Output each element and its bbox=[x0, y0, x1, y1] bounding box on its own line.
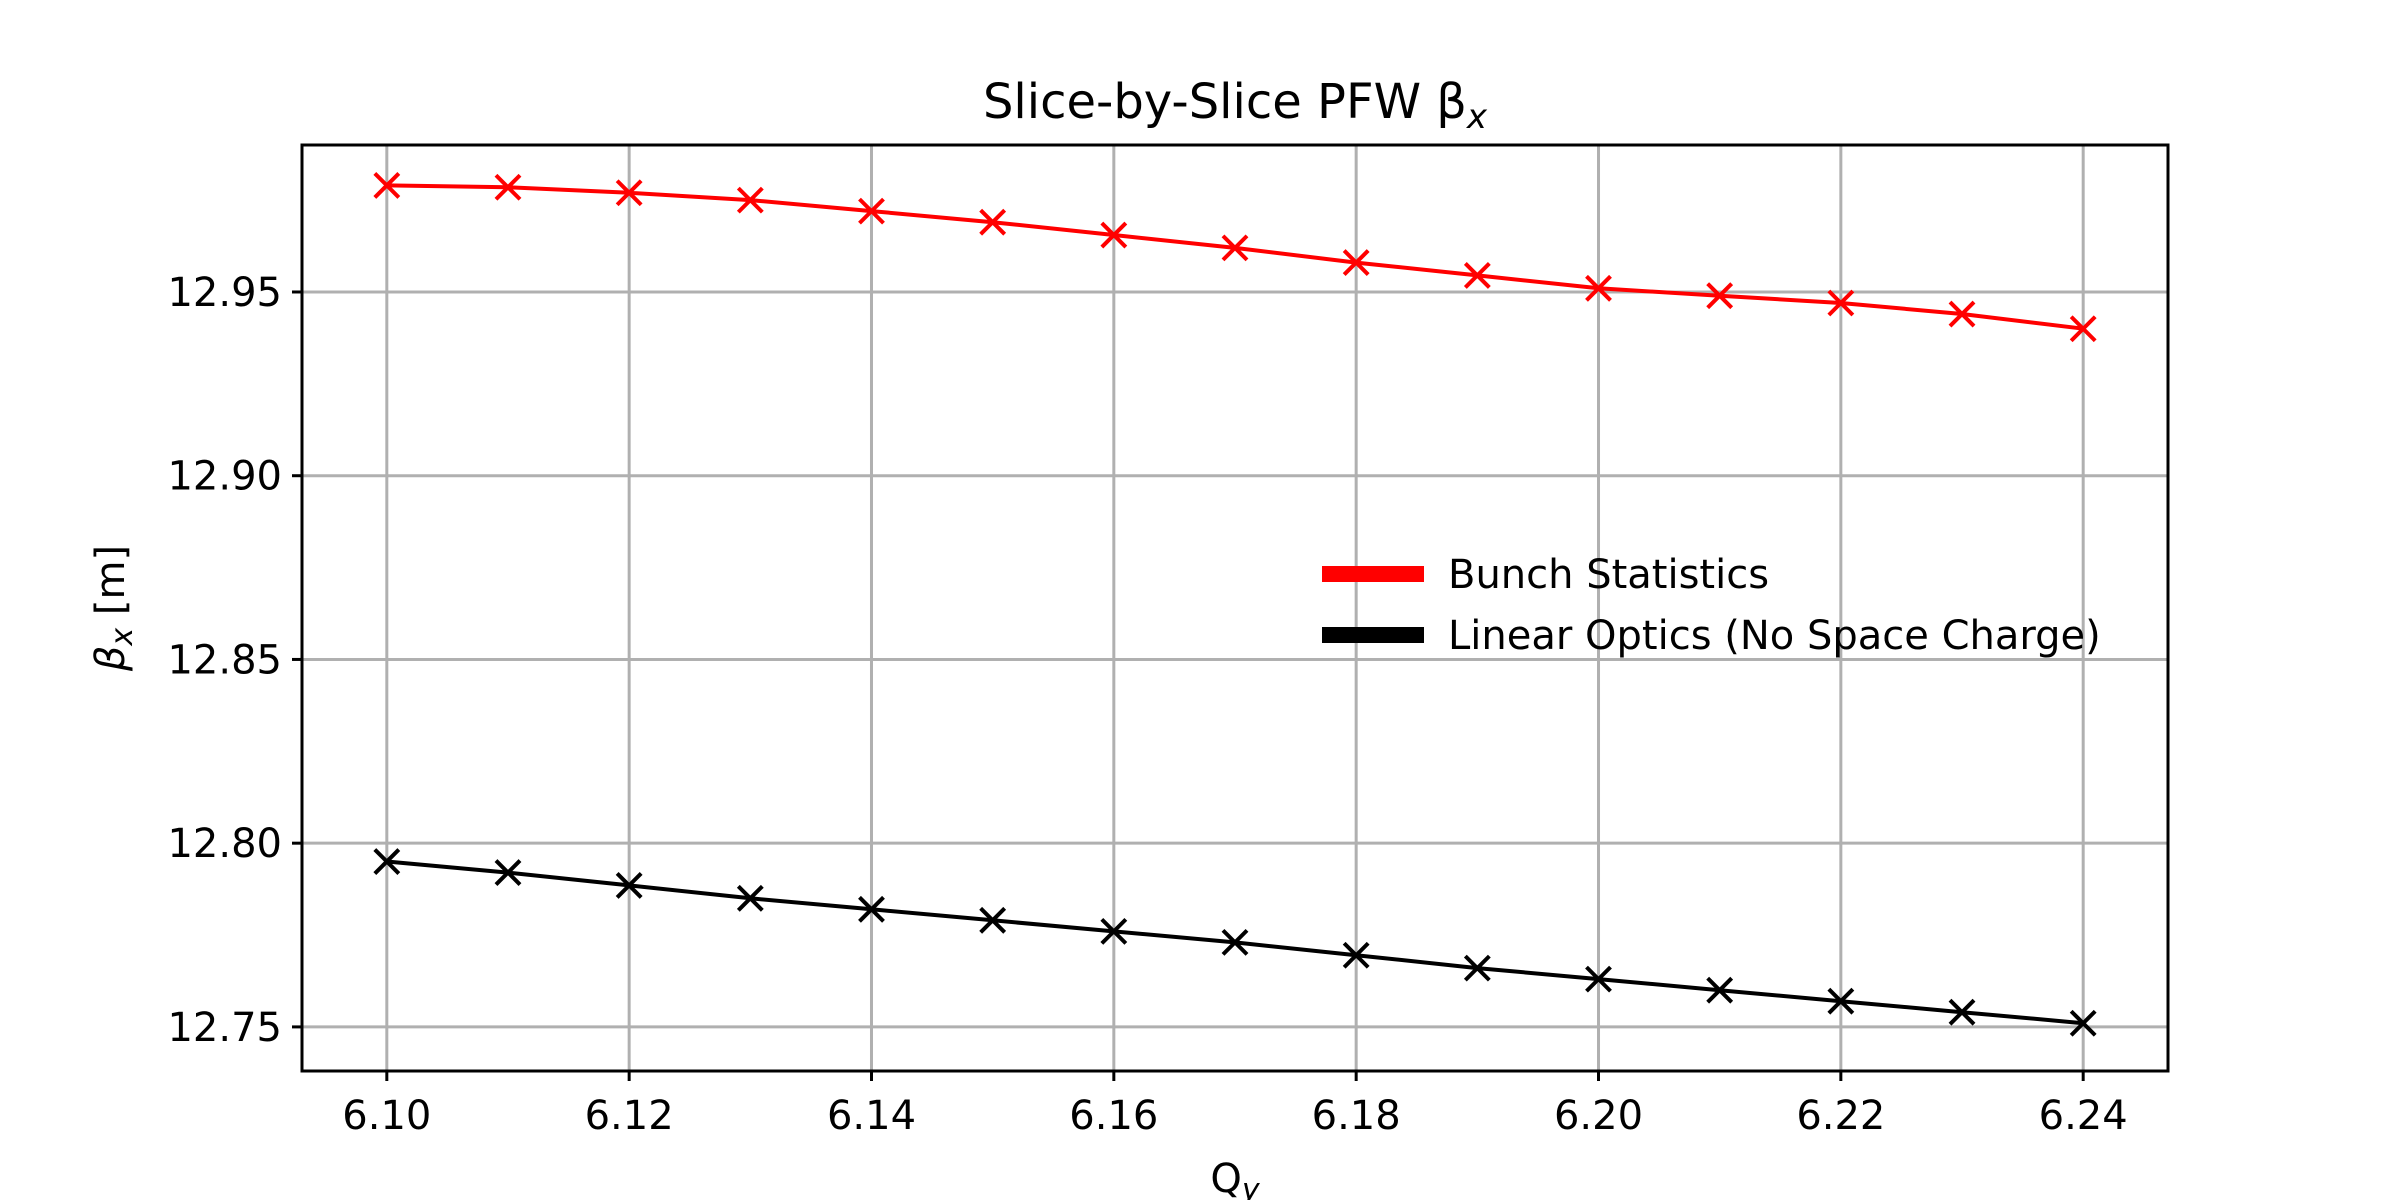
x-tick-label: 6.18 bbox=[1312, 1093, 1401, 1139]
x-tick-label: 6.14 bbox=[827, 1093, 916, 1139]
series-bunch-statistics bbox=[373, 172, 2097, 343]
y-tick-label: 12.80 bbox=[167, 821, 282, 867]
x-axis-label-text: Q bbox=[1210, 1156, 1241, 1200]
data-point-linear-optics-no-space-charge bbox=[1706, 976, 1734, 1004]
grid bbox=[302, 145, 2168, 1071]
x-tick-label: 6.10 bbox=[342, 1093, 431, 1139]
y-tick-label: 12.75 bbox=[167, 1005, 282, 1051]
data-point-linear-optics-no-space-charge bbox=[1948, 998, 1976, 1026]
data-point-bunch-statistics bbox=[1706, 282, 1734, 310]
data-point-linear-optics-no-space-charge bbox=[1100, 917, 1128, 945]
data-point-bunch-statistics bbox=[1463, 262, 1491, 289]
plot-frame bbox=[300, 143, 2170, 1073]
data-point-linear-optics-no-space-charge bbox=[1827, 987, 1855, 1015]
chart-title: Slice-by-Slice PFW βx bbox=[983, 74, 1488, 137]
series-line-bunch-statistics bbox=[386, 183, 2084, 331]
data-point-linear-optics-no-space-charge bbox=[1342, 941, 1370, 969]
data-point-bunch-statistics bbox=[615, 179, 643, 207]
data-point-linear-optics-no-space-charge bbox=[2069, 1009, 2097, 1037]
data-point-bunch-statistics bbox=[1100, 221, 1128, 249]
x-axis-label: Qy bbox=[1210, 1156, 1260, 1200]
y-tick-label: 12.90 bbox=[167, 454, 282, 500]
data-point-bunch-statistics bbox=[373, 172, 401, 199]
y-tick-label: 12.95 bbox=[167, 270, 282, 316]
data-point-bunch-statistics bbox=[736, 186, 764, 214]
data-point-bunch-statistics bbox=[979, 208, 1007, 236]
data-point-linear-optics-no-space-charge bbox=[979, 906, 1007, 934]
y-axis-label-subscript: x bbox=[105, 628, 140, 647]
data-point-linear-optics-no-space-charge bbox=[615, 872, 643, 899]
series-linear-optics-no-space-charge bbox=[373, 848, 2097, 1037]
series-layer bbox=[373, 172, 2097, 1037]
legend-swatch-linear-optics bbox=[1322, 627, 1424, 643]
data-point-bunch-statistics bbox=[2069, 315, 2097, 343]
data-point-linear-optics-no-space-charge bbox=[1221, 928, 1249, 956]
legend-label-linear-optics: Linear Optics (No Space Charge) bbox=[1448, 613, 2101, 659]
data-point-bunch-statistics bbox=[1827, 289, 1855, 317]
y-tick-label: 12.85 bbox=[167, 637, 282, 683]
data-point-bunch-statistics bbox=[858, 197, 885, 225]
y-axis-label-text: β bbox=[88, 646, 134, 673]
data-point-bunch-statistics bbox=[1342, 249, 1370, 277]
y-axis-label-unit: [m] bbox=[88, 545, 134, 628]
x-tick-label: 6.20 bbox=[1554, 1093, 1643, 1139]
data-point-bunch-statistics bbox=[1585, 274, 1612, 302]
data-point-linear-optics-no-space-charge bbox=[1585, 965, 1612, 993]
y-axis-label: βx [m] bbox=[88, 545, 140, 672]
data-point-linear-optics-no-space-charge bbox=[373, 848, 401, 875]
x-axis-label-subscript: y bbox=[1241, 1173, 1261, 1200]
data-point-linear-optics-no-space-charge bbox=[1463, 954, 1491, 982]
legend-label-bunch-statistics: Bunch Statistics bbox=[1448, 552, 1769, 598]
ticks: 6.10 6.12 6.14 6.16 6.18 6.20 6.22 6.24 12.75 12.… bbox=[167, 270, 2127, 1139]
chart-title-subscript: x bbox=[1466, 97, 1488, 137]
chart-title-text: Slice-by-Slice PFW β bbox=[983, 74, 1467, 130]
data-point-linear-optics-no-space-charge bbox=[736, 884, 764, 912]
legend-swatch-bunch-statistics bbox=[1322, 566, 1424, 582]
x-tick-label: 6.16 bbox=[1069, 1093, 1158, 1139]
data-point-bunch-statistics bbox=[494, 173, 522, 201]
x-tick-label: 6.24 bbox=[2039, 1093, 2128, 1139]
data-point-bunch-statistics bbox=[1948, 300, 1976, 328]
data-point-linear-optics-no-space-charge bbox=[858, 895, 885, 923]
data-point-bunch-statistics bbox=[1221, 234, 1249, 262]
x-tick-label: 6.12 bbox=[585, 1093, 674, 1139]
legend: Bunch Statistics Linear Optics (No Space… bbox=[1322, 552, 2101, 659]
x-tick-label: 6.22 bbox=[1796, 1093, 1885, 1139]
data-point-linear-optics-no-space-charge bbox=[494, 859, 522, 886]
